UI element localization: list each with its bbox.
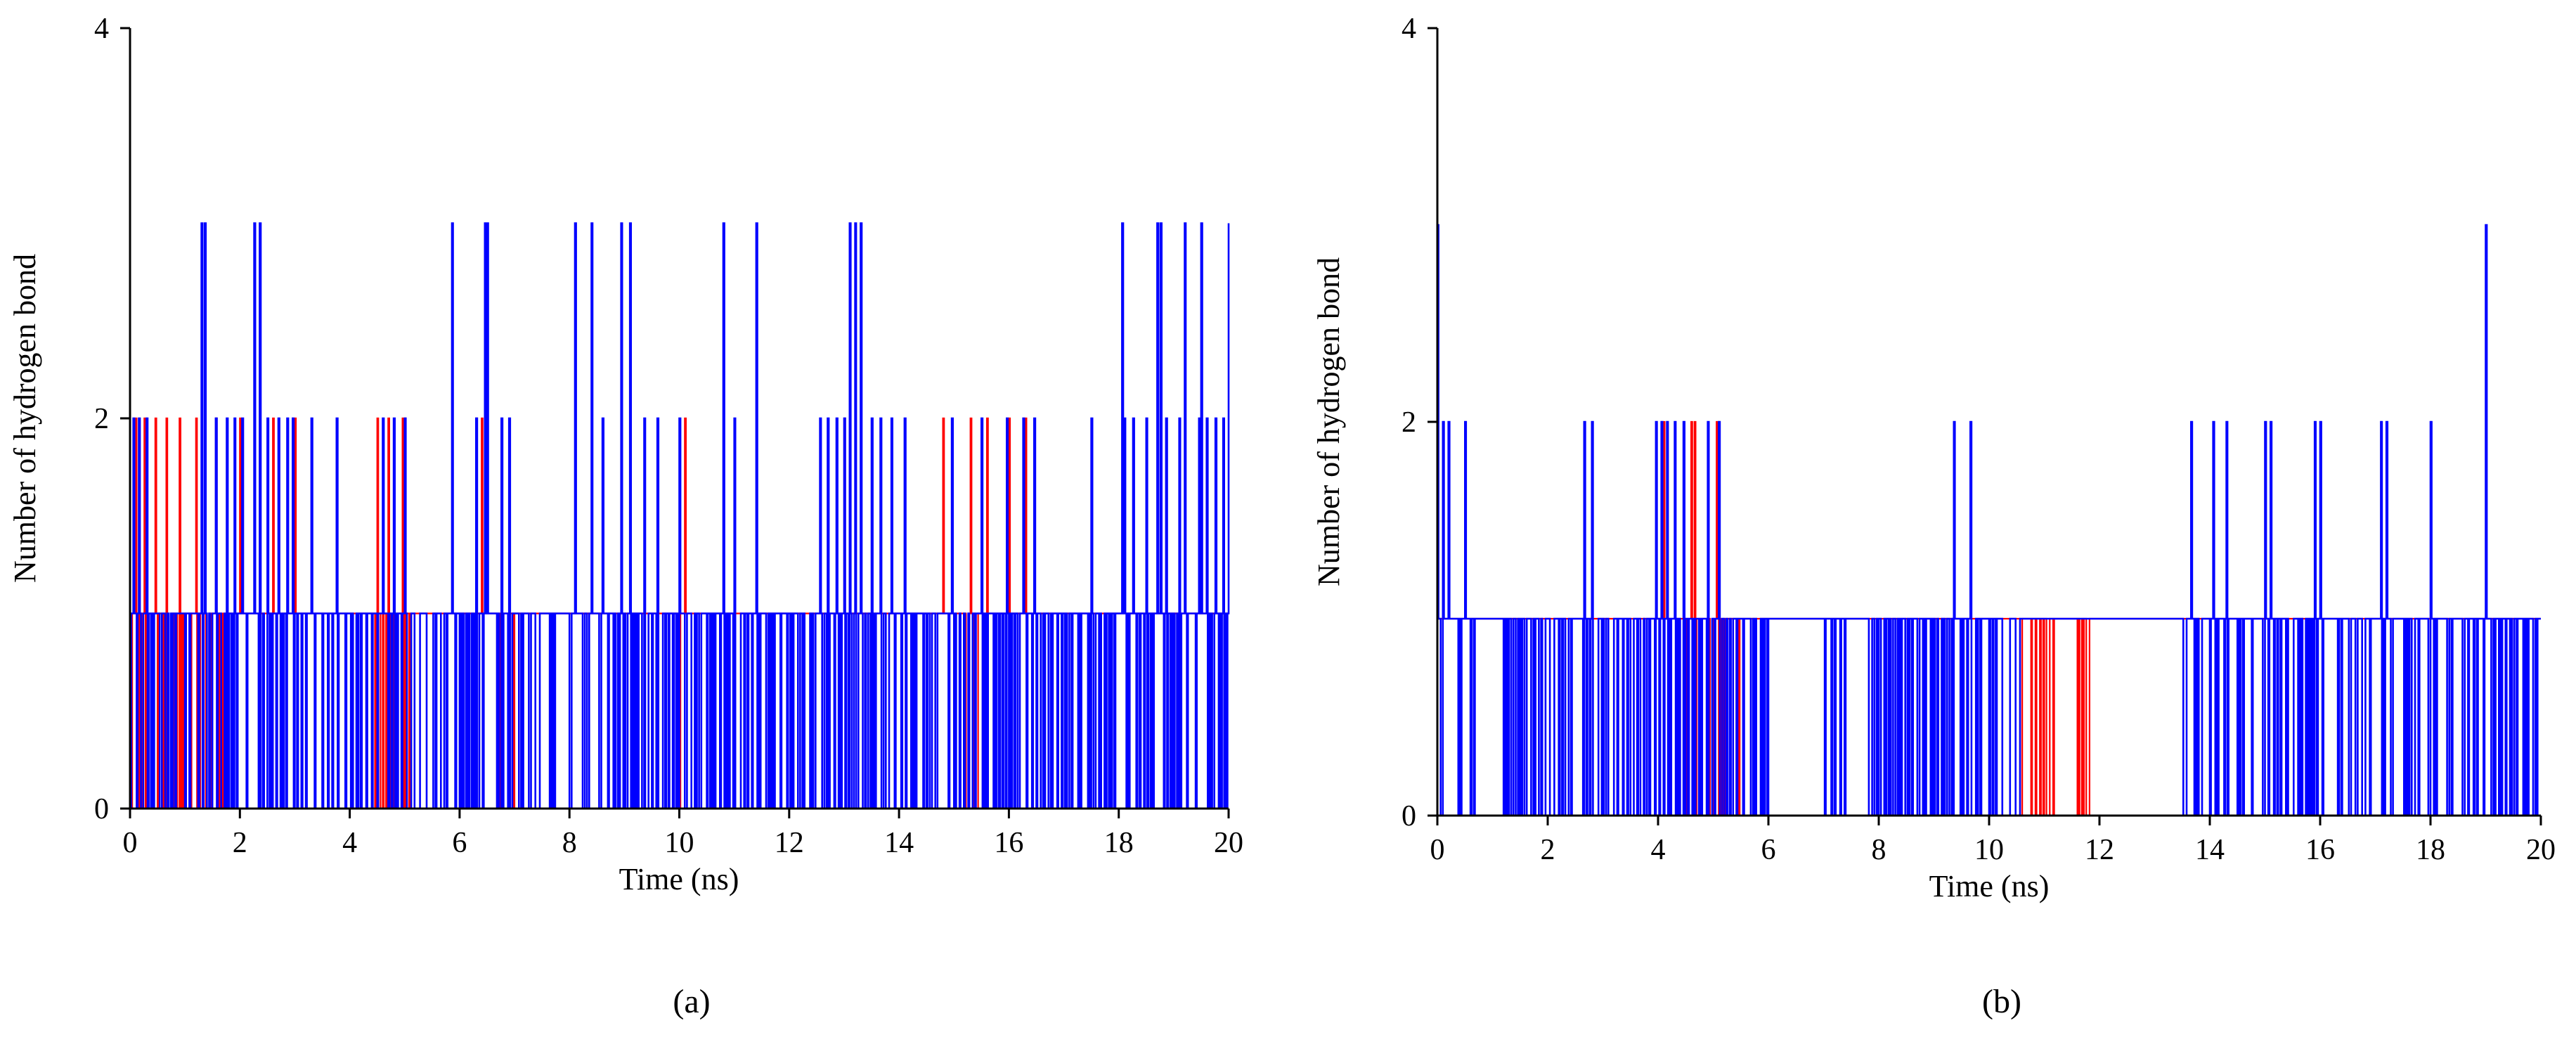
x-tick-label-a-8: 8	[562, 827, 577, 859]
y-tick-label-b-2: 2	[1402, 406, 1416, 439]
x-tick-label-a-10: 10	[665, 827, 694, 859]
x-tick-label-a-6: 6	[452, 827, 467, 859]
plot-area-a	[130, 222, 1230, 810]
y-tick-label-a-4: 4	[94, 13, 109, 45]
x-axis-title-a: Time (ns)	[619, 862, 739, 896]
plot-area-b	[1437, 224, 2541, 817]
x-tick-label-a-2: 2	[233, 827, 247, 859]
x-tick-label-a-18: 18	[1104, 827, 1134, 859]
panel-a: 0 2 4 6 8 10 12 14 16 18 20 0 2 4 Time (ns) Number of…	[8, 13, 1243, 1020]
x-tick-label-b-4: 4	[1651, 834, 1666, 866]
y-axis-title-a: Number of hydrogen bond	[8, 254, 42, 583]
panel-label-b: (b)	[1982, 983, 2021, 1020]
x-tick-label-a-0: 0	[123, 827, 138, 859]
y-tick-label-b-0: 0	[1402, 800, 1416, 832]
x-tick-label-b-20: 20	[2526, 834, 2556, 866]
x-axis-title-b: Time (ns)	[1929, 869, 2050, 903]
x-tick-label-b-10: 10	[1974, 834, 2004, 866]
y-tick-label-b-4: 4	[1402, 13, 1416, 45]
axis-ticks-b: 0 2 4 6 8 10 12 14 16 18 20 0 2 4	[1402, 13, 2556, 866]
y-tick-label-a-2: 2	[94, 403, 109, 435]
x-tick-label-a-4: 4	[342, 827, 357, 859]
x-tick-label-b-14: 14	[2195, 834, 2225, 866]
series-line-b-blue	[1437, 224, 2541, 817]
x-tick-label-b-2: 2	[1541, 834, 1555, 866]
x-tick-label-b-8: 8	[1872, 834, 1886, 866]
x-tick-label-b-0: 0	[1430, 834, 1445, 866]
x-tick-label-b-16: 16	[2305, 834, 2335, 866]
series-line-a-blue	[130, 222, 1230, 810]
x-tick-label-a-20: 20	[1214, 827, 1243, 859]
panel-b: 0 2 4 6 8 10 12 14 16 18 20 0 2 4 Time (ns) Number of…	[1312, 13, 2556, 1020]
x-tick-label-b-6: 6	[1761, 834, 1776, 866]
y-tick-label-a-0: 0	[94, 793, 109, 825]
y-axis-title-b: Number of hydrogen bond	[1312, 257, 1346, 586]
panel-label-a: (a)	[673, 983, 710, 1020]
x-tick-label-b-18: 18	[2416, 834, 2445, 866]
x-tick-label-a-16: 16	[994, 827, 1023, 859]
x-tick-label-a-12: 12	[775, 827, 804, 859]
x-tick-label-a-14: 14	[884, 827, 914, 859]
x-tick-label-b-12: 12	[2085, 834, 2114, 866]
axis-ticks-a: 0 2 4 6 8 10 12 14 16 18 20 0 2 4	[94, 13, 1243, 859]
